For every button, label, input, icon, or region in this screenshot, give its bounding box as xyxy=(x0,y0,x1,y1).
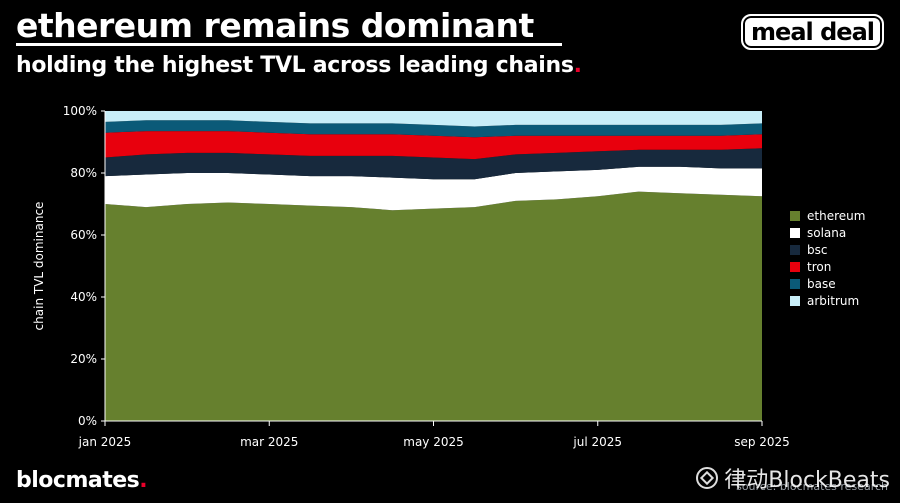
legend-label-tron: tron xyxy=(807,260,831,274)
subtitle-dot: . xyxy=(573,53,582,78)
watermark-text: 律动BlockBeats xyxy=(724,468,890,493)
chart-title: ethereum remains dominant xyxy=(16,6,534,45)
legend-swatch-solana xyxy=(790,228,800,238)
y-tick-label: 40% xyxy=(70,290,97,304)
x-tick-label: mar 2025 xyxy=(240,435,298,449)
title-underline xyxy=(16,43,562,46)
area-arbitrum xyxy=(105,111,762,127)
legend-swatch-base xyxy=(790,279,800,289)
y-tick-label: 0% xyxy=(78,414,97,428)
x-tick-label: may 2025 xyxy=(403,435,464,449)
y-axis-label: chain TVL dominance xyxy=(32,202,46,331)
footer-logo-dot: . xyxy=(139,468,148,493)
source-note: source: blocmates research xyxy=(736,480,888,493)
area-tron xyxy=(105,131,762,160)
legend-label-solana: solana xyxy=(807,226,846,240)
legend-swatch-ethereum xyxy=(790,211,800,221)
watermark: 律动BlockBeats xyxy=(696,462,890,494)
y-tick-label: 20% xyxy=(70,352,97,366)
legend-swatch-bsc xyxy=(790,245,800,255)
x-tick-label: jan 2025 xyxy=(78,435,132,449)
footer-logo-text: blocmates xyxy=(16,468,140,493)
x-tick-label: sep 2025 xyxy=(734,435,790,449)
blockbeats-icon xyxy=(696,467,719,489)
area-solana xyxy=(105,166,762,211)
area-bsc xyxy=(105,148,762,180)
y-tick-label: 100% xyxy=(63,104,97,118)
x-tick-label: jul 2025 xyxy=(572,435,622,449)
legend-swatch-tron xyxy=(790,262,800,272)
legend-label-ethereum: ethereum xyxy=(807,209,865,223)
area-ethereum xyxy=(105,191,762,421)
subtitle-text: holding the highest TVL across leading c… xyxy=(16,53,574,78)
y-tick-label: 80% xyxy=(70,166,97,180)
area-base xyxy=(105,120,762,138)
footer-logo: blocmates. xyxy=(16,468,148,493)
legend-label-arbitrum: arbitrum xyxy=(807,294,859,308)
brand-logo: meal deal xyxy=(741,14,884,50)
legend-swatch-arbitrum xyxy=(790,296,800,306)
legend-label-bsc: bsc xyxy=(807,243,827,257)
legend-label-base: base xyxy=(807,277,836,291)
y-tick-label: 60% xyxy=(70,228,97,242)
chart-subtitle: holding the highest TVL across leading c… xyxy=(16,53,582,78)
